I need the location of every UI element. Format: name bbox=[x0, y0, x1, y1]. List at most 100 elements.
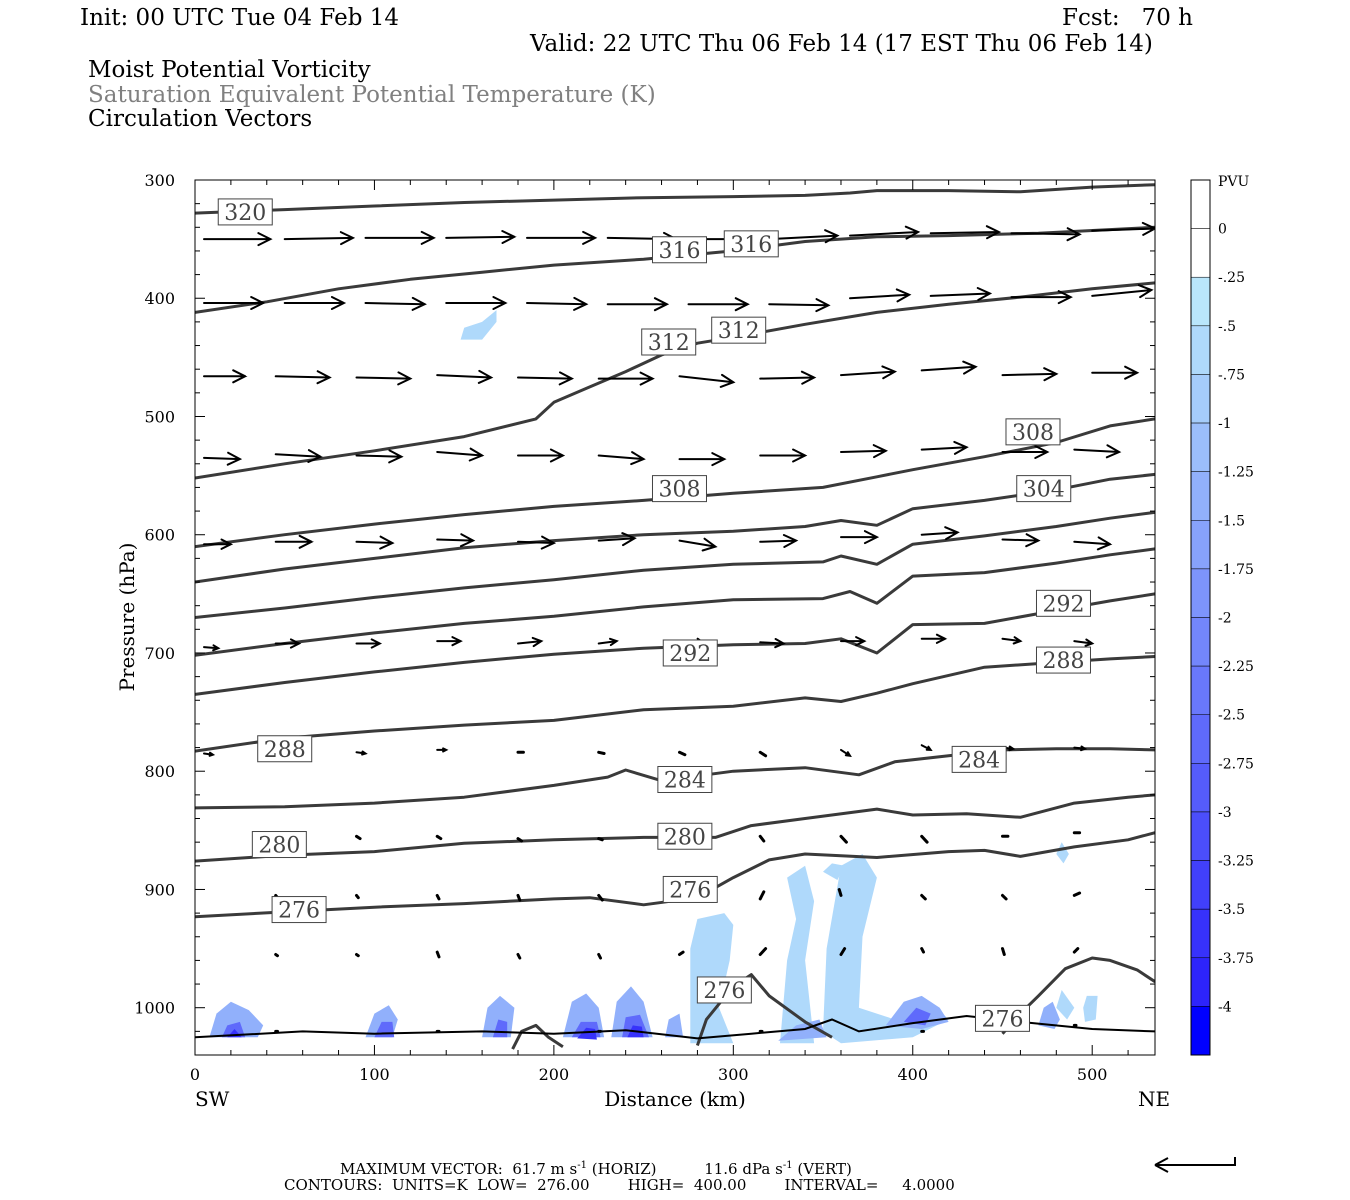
contour-label-text: 284 bbox=[664, 768, 706, 793]
vector-1-7 bbox=[768, 298, 831, 313]
colorbar-label-7: -1.75 bbox=[1218, 562, 1254, 578]
colorbar-label-15: -3.75 bbox=[1218, 951, 1254, 967]
vector-7-4 bbox=[597, 837, 604, 842]
vert-max: 11.6 dPa s bbox=[704, 1160, 783, 1178]
contour-label-4: 312 bbox=[711, 316, 767, 344]
contour-label-box bbox=[1035, 589, 1091, 617]
vector-5-1 bbox=[274, 638, 302, 649]
contour-label-box bbox=[723, 230, 779, 258]
contour-label-box bbox=[696, 976, 752, 1004]
circulation-vectors bbox=[203, 221, 1155, 1033]
contour-label-3: 312 bbox=[641, 328, 697, 356]
contour-label-text: 284 bbox=[958, 748, 1000, 773]
vector-3-7 bbox=[759, 448, 808, 463]
axes: 300 400 500 600 700 800 900 1000 0 100 200 300 400 50… bbox=[115, 171, 1170, 1111]
vector-9-3 bbox=[516, 953, 522, 960]
vector-8-6 bbox=[758, 890, 766, 901]
pv-shade-5 bbox=[1056, 990, 1075, 1020]
contour-line-316-1 bbox=[195, 225, 1155, 314]
reference-vector bbox=[1154, 1157, 1236, 1173]
vector-0-0 bbox=[203, 232, 273, 247]
colorbar-label-9: -2.25 bbox=[1218, 659, 1254, 675]
contour-label-box bbox=[974, 1004, 1030, 1032]
title-theta-es: Saturation Equivalent Potential Temperat… bbox=[88, 82, 656, 108]
contour-label-2: 316 bbox=[723, 230, 779, 258]
vector-2-10 bbox=[1001, 367, 1059, 382]
vector-4-7 bbox=[759, 534, 799, 548]
max-vector-label: MAXIMUM VECTOR: bbox=[340, 1160, 503, 1178]
vector-7-8 bbox=[920, 834, 929, 844]
vector-5-0 bbox=[203, 644, 221, 652]
vector-7-3 bbox=[516, 837, 524, 843]
contour-line-312-2 bbox=[195, 281, 1155, 480]
contour-label-11: 288 bbox=[257, 735, 313, 763]
colorbar-bin-14 bbox=[1190, 860, 1211, 910]
contour-line-276-12 bbox=[695, 973, 833, 1046]
vector-3-0 bbox=[203, 451, 243, 466]
vector-2-7 bbox=[759, 370, 817, 385]
colorbar-bin-2 bbox=[1190, 276, 1211, 327]
colorbar-bin-6 bbox=[1190, 471, 1211, 521]
vector-9-5 bbox=[678, 950, 685, 956]
vector-0-9 bbox=[929, 225, 1002, 240]
vector-4-6 bbox=[678, 537, 718, 552]
vector-0-4 bbox=[526, 230, 598, 245]
vector-1-4 bbox=[526, 296, 589, 311]
contour-label-box bbox=[257, 735, 313, 763]
colorbar-label-16: -4 bbox=[1218, 999, 1232, 1015]
vert-exponent: -1 bbox=[782, 1160, 793, 1171]
vector-4-3 bbox=[436, 533, 476, 548]
plot-frame bbox=[194, 179, 1156, 1056]
horiz-unit: (HORIZ) bbox=[591, 1160, 657, 1178]
contour-label-19: 276 bbox=[974, 1004, 1030, 1032]
vector-4-1 bbox=[274, 534, 314, 549]
contour-line-280-10 bbox=[195, 793, 1155, 863]
vector-1-6 bbox=[687, 297, 750, 312]
vector-2-0 bbox=[203, 369, 248, 384]
vector-1-5 bbox=[606, 297, 670, 312]
colorbar-bin-9 bbox=[1190, 617, 1211, 667]
contour-label-0: 320 bbox=[217, 198, 273, 226]
contour-label-text: 276 bbox=[703, 979, 745, 1004]
vector-3-6 bbox=[678, 452, 727, 467]
vector-9-2 bbox=[435, 950, 441, 959]
y-tick-label: 600 bbox=[144, 526, 175, 545]
pv-shade-23 bbox=[577, 1027, 597, 1040]
vector-3-5 bbox=[597, 451, 646, 466]
vector-2-3 bbox=[436, 369, 494, 384]
vector-9-7 bbox=[839, 947, 847, 956]
colorbar-label-0: 0 bbox=[1218, 222, 1227, 238]
contour-label-6: 308 bbox=[651, 475, 707, 503]
contour-label-10: 288 bbox=[1035, 646, 1091, 674]
contour-label-text: 316 bbox=[658, 239, 700, 264]
vector-7-2 bbox=[435, 834, 443, 841]
pv-shade-4 bbox=[823, 863, 845, 880]
vector-8-8 bbox=[920, 893, 927, 901]
colorbar-bin-3 bbox=[1190, 325, 1211, 375]
contour-label-17: 276 bbox=[271, 896, 327, 924]
horiz-max: 61.7 m s bbox=[512, 1160, 578, 1178]
vector-3-1 bbox=[274, 449, 323, 463]
x-tick-label: 500 bbox=[1077, 1065, 1108, 1084]
vector-6-8 bbox=[840, 748, 852, 758]
contour-label-box bbox=[641, 328, 697, 356]
contour-label-box bbox=[271, 896, 327, 924]
vector-4-4 bbox=[517, 535, 557, 550]
vector-2-2 bbox=[355, 371, 413, 386]
vector-1-9 bbox=[929, 287, 993, 301]
vector-8-2 bbox=[435, 893, 441, 901]
footer-vectors: MAXIMUM VECTOR: 61.7 m s -1 (HORIZ) 11.6 … bbox=[340, 1158, 852, 1177]
x-tick-label: 100 bbox=[359, 1065, 390, 1084]
y-tick-label: 400 bbox=[144, 289, 175, 308]
colorbar-label-1: -.25 bbox=[1218, 270, 1245, 286]
contour-label-box bbox=[1005, 418, 1061, 446]
contour-label-box bbox=[1016, 475, 1072, 503]
vector-1-8 bbox=[849, 288, 912, 303]
title-vectors: Circulation Vectors bbox=[88, 106, 313, 132]
y-tick-label: 1000 bbox=[134, 999, 175, 1018]
vector-7-7 bbox=[839, 834, 848, 844]
vector-5-2 bbox=[355, 638, 383, 649]
x-tick-label: 400 bbox=[897, 1065, 928, 1084]
x-end-label-sw: SW bbox=[195, 1087, 230, 1111]
contour-label-box bbox=[651, 236, 707, 264]
